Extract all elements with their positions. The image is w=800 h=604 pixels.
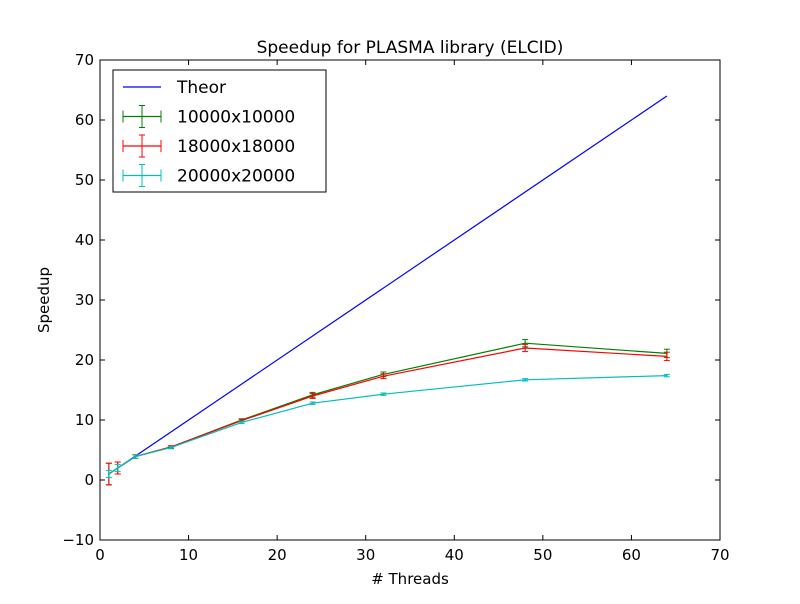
x-tick-label-2: 20 [268, 546, 287, 564]
data-point-3-1 [116, 467, 119, 469]
y-axis-label: Speedup [35, 267, 53, 333]
data-point-2-7 [524, 347, 526, 349]
data-point-2-8 [666, 355, 668, 358]
series-line-2 [108, 347, 667, 475]
legend-box [112, 69, 327, 193]
legend-label-0: Theor [176, 78, 226, 98]
chart-title: Speedup for PLASMA library (ELCID) [257, 38, 564, 58]
x-tick-label-3: 30 [356, 546, 375, 564]
data-point-3-0 [108, 473, 110, 475]
x-tick-label-7: 70 [710, 546, 729, 564]
x-tick-label-5: 50 [533, 546, 552, 564]
y-tick-label-4: 30 [75, 291, 94, 309]
y-tick-label-3: 20 [75, 351, 94, 369]
legend-label-3: 20000x20000 [177, 167, 295, 187]
data-point-1-7 [524, 342, 526, 345]
data-point-2-5 [311, 395, 314, 397]
series-line-0 [108, 95, 668, 475]
data-point-3-3 [170, 446, 172, 449]
y-tick-label-6: 50 [75, 171, 94, 189]
data-point-2-6 [382, 375, 385, 378]
x-tick-label-1: 10 [179, 546, 198, 564]
y-tick-label-8: 70 [75, 51, 94, 69]
x-tick-label-6: 60 [622, 546, 641, 564]
series-line-3 [108, 375, 667, 475]
data-point-3-2 [134, 455, 137, 458]
data-point-3-6 [382, 393, 385, 396]
y-tick-label-7: 60 [75, 111, 94, 129]
data-point-3-5 [311, 402, 314, 405]
data-point-3-7 [524, 379, 526, 381]
x-tick-label-4: 40 [445, 546, 464, 564]
data-point-3-4 [240, 421, 243, 424]
x-axis-label: # Threads [371, 570, 449, 588]
y-tick-label-2: 10 [75, 411, 94, 429]
y-tick-label-0: −10 [62, 531, 94, 549]
y-tick-label-1: 0 [84, 471, 94, 489]
data-point-3-8 [666, 374, 668, 377]
legend-label-2: 18000x18000 [177, 137, 295, 157]
y-tick-label-5: 40 [75, 231, 94, 249]
series-line-1 [108, 342, 667, 475]
legend-label-1: 10000x10000 [177, 108, 295, 128]
x-tick-label-0: 0 [95, 546, 105, 564]
